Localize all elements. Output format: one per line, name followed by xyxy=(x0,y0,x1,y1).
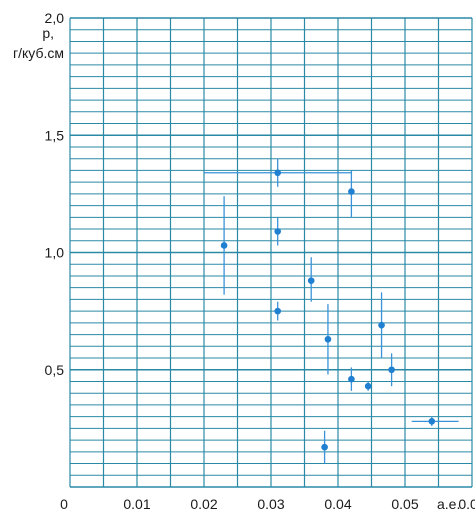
data-point xyxy=(378,321,385,329)
x-tick-label: 0.04 xyxy=(324,496,351,512)
x-tick-label: 0.03 xyxy=(257,496,284,512)
data-point xyxy=(321,443,328,451)
data-point xyxy=(428,418,436,425)
y-tick-label: 2,0 xyxy=(45,10,65,26)
data-point xyxy=(388,366,395,374)
data-point xyxy=(220,242,228,249)
x-tick-label: 0.02 xyxy=(190,496,217,512)
x-tick-label: 0.01 xyxy=(123,496,150,512)
y-tick-label: 0,5 xyxy=(45,362,65,378)
y-tick-label: 1,0 xyxy=(45,245,65,261)
data-point xyxy=(274,169,282,177)
data-points xyxy=(220,169,436,451)
data-point xyxy=(364,382,372,390)
data-point xyxy=(348,188,355,195)
y-axis-label-line-2: г/куб.см xyxy=(13,45,64,61)
x-tick-label: 0.06 xyxy=(458,496,475,512)
data-point xyxy=(348,375,355,383)
x-tick-label: 0 xyxy=(60,496,68,512)
y-tick-label: 1,5 xyxy=(45,127,65,143)
x-tick-label: 0.05 xyxy=(391,496,418,512)
y-tick-labels: 0,5 1,0 1,5 2,0 xyxy=(45,10,65,378)
data-point xyxy=(307,277,315,284)
y-axis-label-line-1: p, xyxy=(42,25,54,41)
data-point xyxy=(324,335,332,343)
x-axis-label: а.е. xyxy=(437,496,460,512)
x-tick-labels: 0 0.01 0.02 0.03 0.04 0.05 0.06 xyxy=(60,496,475,512)
data-point xyxy=(274,228,282,235)
grid-lines xyxy=(69,17,473,488)
data-point xyxy=(274,307,282,315)
